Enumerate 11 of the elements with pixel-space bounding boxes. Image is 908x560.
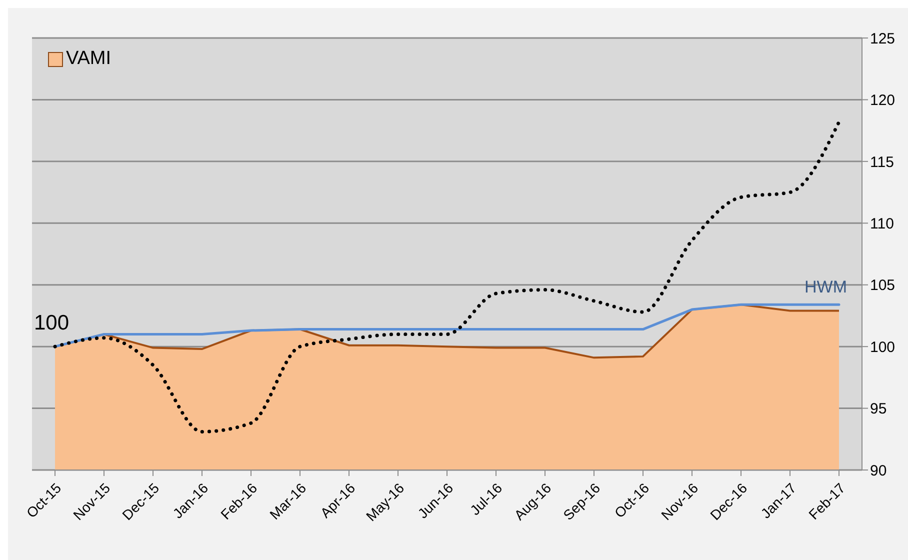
y-tick-label: 120 bbox=[870, 92, 896, 110]
series-label: HWM bbox=[804, 278, 847, 297]
y-tick-label: 110 bbox=[870, 215, 894, 232]
annotation: 100 bbox=[34, 312, 70, 335]
y-tick-label: 125 bbox=[870, 30, 896, 48]
y-tick-label: 95 bbox=[870, 400, 887, 418]
y-tick-label: 90 bbox=[870, 462, 887, 480]
y-tick-label: 105 bbox=[870, 277, 896, 294]
y-tick-label: 100 bbox=[870, 338, 896, 356]
y-tick-label: 115 bbox=[870, 154, 894, 171]
legend-label: VAMI bbox=[66, 48, 112, 70]
